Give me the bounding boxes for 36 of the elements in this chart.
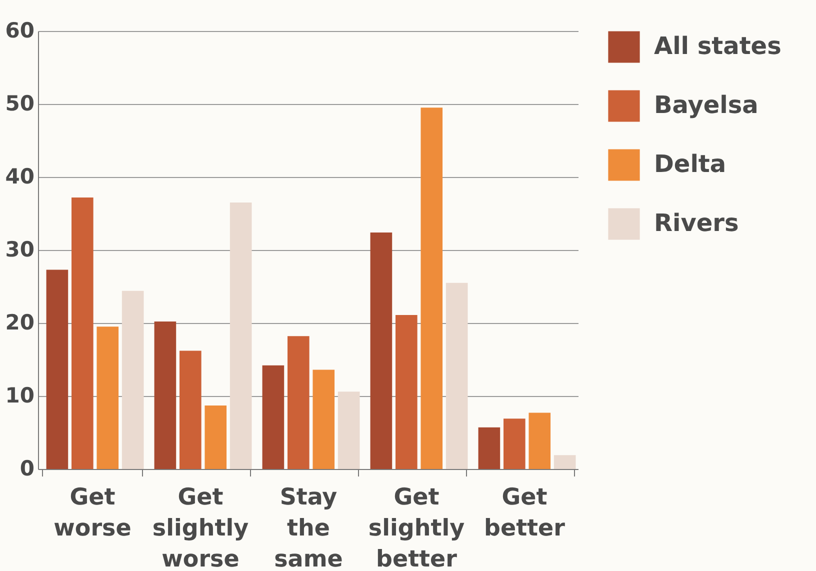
- y-tick-label: 50: [5, 92, 34, 116]
- y-tick-label: 40: [5, 164, 34, 188]
- bar: [122, 290, 144, 469]
- bar: [312, 370, 335, 469]
- bar: [204, 405, 227, 469]
- y-tick-label: 0: [20, 456, 34, 480]
- y-tick-label: 30: [5, 238, 34, 262]
- bar: [96, 326, 119, 469]
- bar: [230, 202, 252, 469]
- legend-label: Rivers: [654, 209, 739, 237]
- bar: [262, 365, 284, 469]
- bar: [370, 232, 392, 469]
- bar: [46, 270, 68, 469]
- legend-label: Bayelsa: [654, 91, 758, 119]
- bar: [396, 314, 418, 469]
- bar: [288, 336, 310, 469]
- bar: [154, 322, 176, 469]
- bar: [72, 197, 94, 469]
- x-tick-label: Get worse: [54, 484, 132, 542]
- legend-label: Delta: [654, 150, 726, 178]
- x-tick-label: Get slightly worse: [152, 484, 249, 571]
- bar: [528, 412, 551, 469]
- bar: [504, 418, 526, 469]
- x-tick-label: Get slightly better: [368, 484, 465, 571]
- y-tick-label: 20: [5, 310, 34, 334]
- x-tick-label: Get better: [484, 484, 566, 542]
- x-tick-label: Stay the same: [274, 484, 343, 571]
- bar: [554, 455, 576, 469]
- bar: [420, 108, 443, 469]
- y-tick-label: 10: [5, 384, 34, 408]
- bar: [478, 427, 500, 469]
- bar: [446, 282, 468, 469]
- legend-label: All states: [654, 32, 782, 60]
- bar: [338, 392, 360, 469]
- y-tick-label: 60: [5, 18, 34, 42]
- bar: [180, 350, 202, 469]
